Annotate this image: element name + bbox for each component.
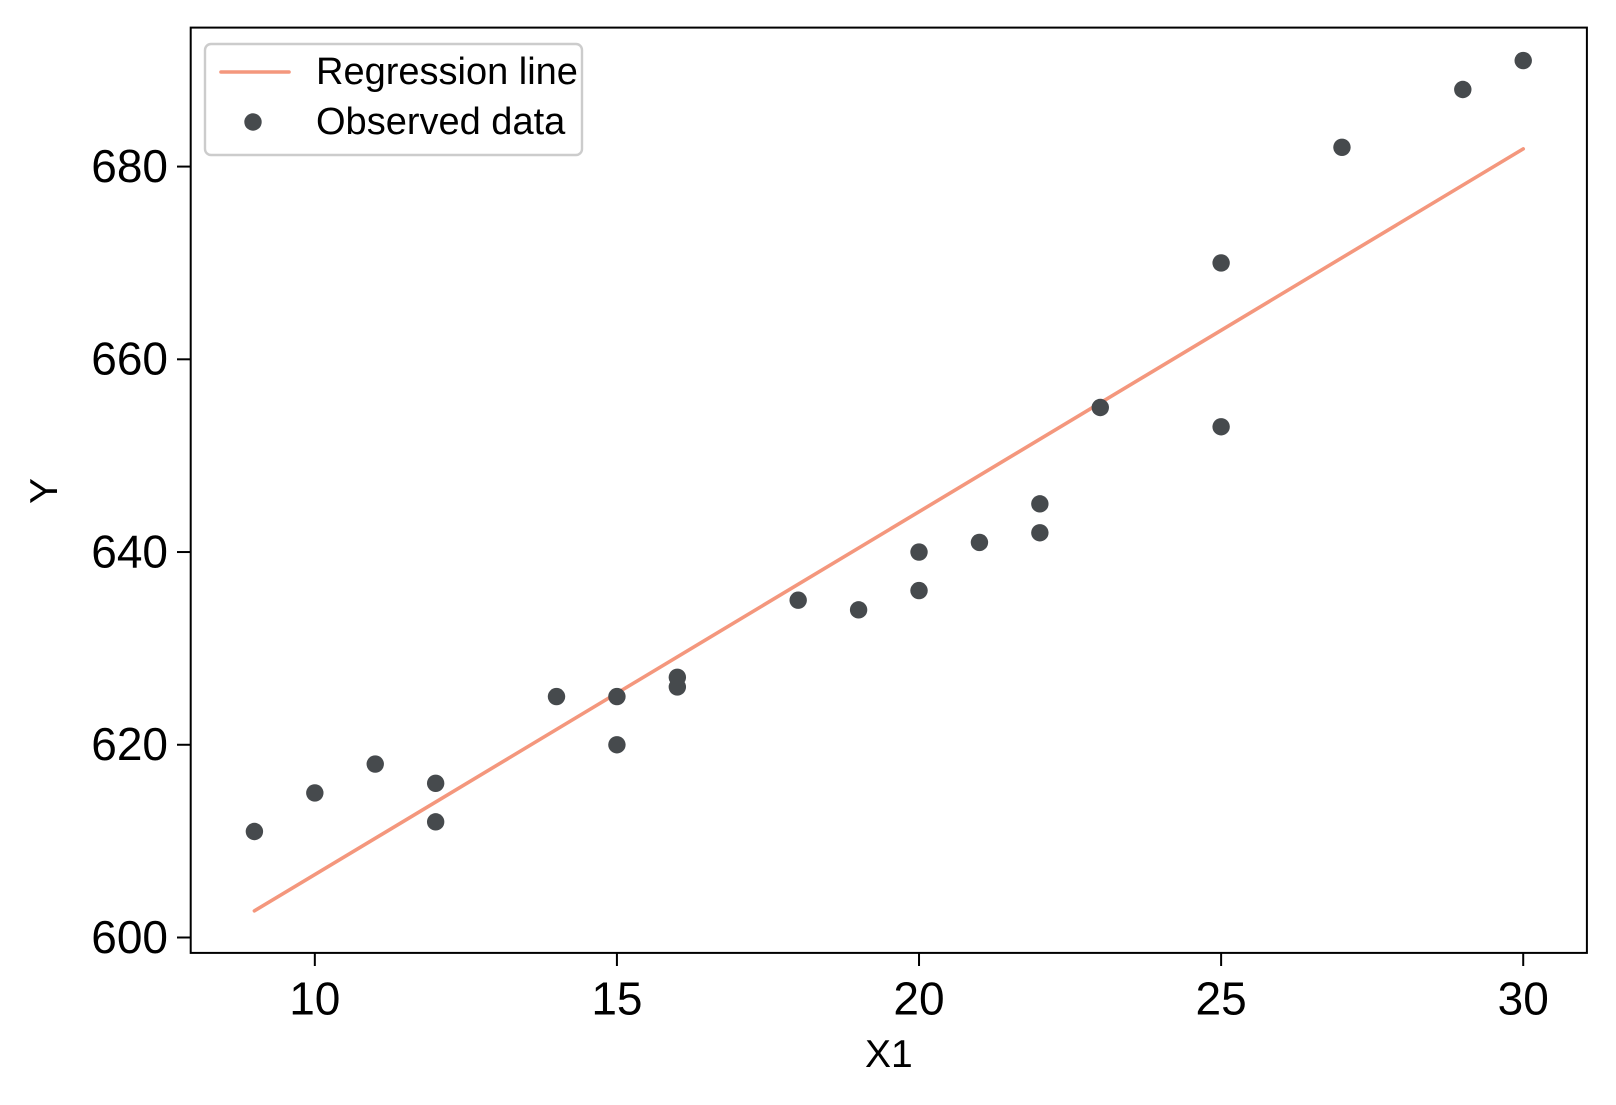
svg-text:Y: Y [23,478,66,504]
svg-text:X1: X1 [865,1033,913,1076]
svg-text:Observed data: Observed data [316,101,566,143]
svg-text:30: 30 [1498,972,1549,1024]
svg-text:15: 15 [591,972,642,1024]
svg-text:Regression line: Regression line [316,51,578,93]
svg-text:660: 660 [91,333,168,385]
svg-text:10: 10 [289,972,340,1024]
svg-text:25: 25 [1196,972,1247,1024]
svg-text:620: 620 [91,718,168,770]
svg-text:680: 680 [91,140,168,192]
svg-text:600: 600 [91,911,168,963]
svg-text:640: 640 [91,525,168,577]
svg-text:20: 20 [893,972,944,1024]
